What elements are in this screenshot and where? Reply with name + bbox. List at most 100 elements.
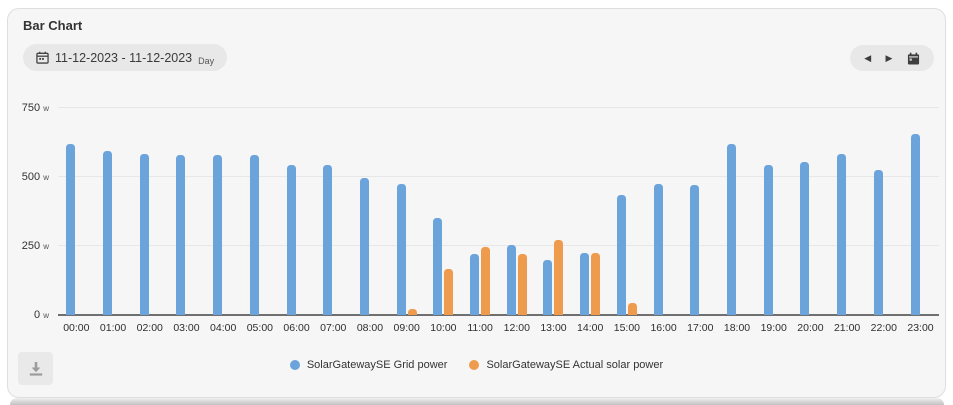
solar-power-dot-icon [469,360,480,370]
gridline [58,107,939,108]
bar-grid-power-09:00 [396,183,406,315]
x-axis-tick-label: 00:00 [63,322,90,334]
x-axis-line [58,314,939,316]
bar-group-05:00: 05:00 [242,108,279,334]
calendar-toggle-button[interactable] [907,52,920,65]
bar-group-15:00: 15:00 [609,108,646,334]
bar-group-13:00: 13:00 [535,108,572,334]
y-axis-tick-label: 250 w [21,240,49,253]
bar-grid-power-18:00 [727,143,736,315]
bar-group-02:00: 02:00 [131,108,168,334]
prev-day-button[interactable]: ◀ [864,52,872,63]
legend-label: SolarGatewaySE Grid power [306,359,448,371]
bar-grid-power-07:00 [323,164,333,315]
x-axis-tick-label: 12:00 [503,322,530,334]
bar-grid-power-22:00 [873,170,883,315]
chevron-right-icon: ▶ [885,52,893,63]
y-axis-tick-label: 500 w [21,171,49,184]
date-nav: ◀ ▶ [850,45,934,71]
bar-group-23:00: 23:00 [902,108,939,334]
bar-group-00:00: 00:00 [58,108,95,334]
date-range-label: 11-12-2023 - 11-12-2023 [55,50,193,65]
bar-chart-card: Bar Chart 11-12-2023 - 11-12-2023 Day ◀ [7,8,946,398]
bar-group-16:00: 16:00 [645,108,682,334]
x-axis-tick-label: 03:00 [173,322,200,334]
x-axis-tick-label: 05:00 [246,322,273,334]
chart-legend: SolarGatewaySE Grid power SolarGatewaySE… [8,359,945,371]
bar-group-18:00: 18:00 [719,108,756,334]
bar-grid-power-11:00 [470,254,480,315]
date-range-picker[interactable]: 11-12-2023 - 11-12-2023 Day [23,44,228,71]
bar-group-19:00: 19:00 [755,108,792,334]
bar-grid-power-03:00 [176,154,186,315]
plot-area: 0 w 250 w 500 w 750 w 00:00 01:00 02:00 03:00 04… [22,102,939,334]
bar-group-22:00: 22:00 [865,108,902,334]
x-axis-tick-label: 06:00 [283,322,310,334]
bar-grid-power-00:00 [66,143,76,315]
bar-grid-power-23:00 [910,134,920,315]
x-axis-tick-label: 15:00 [613,322,641,334]
y-axis-tick-label: 0 w [34,309,49,321]
x-axis-tick-label: 22:00 [870,322,897,334]
bar-grid-power-05:00 [249,154,259,315]
x-axis-tick-label: 13:00 [540,322,567,334]
bar-grid-power-13:00 [543,259,553,315]
bar-group-07:00: 07:00 [315,108,352,334]
bar-grid-power-10:00 [433,218,443,315]
x-axis-tick-label: 18:00 [723,322,751,334]
next-section-edge [10,398,944,405]
bar-group-04:00: 04:00 [205,108,242,334]
granularity-label: Day [198,56,215,66]
bar-grid-power-02:00 [139,153,149,315]
download-icon [27,360,45,377]
y-axis-tick-label: 750 w [21,102,49,114]
legend-item-actual-solar-power[interactable]: SolarGatewaySE Actual solar power [469,359,663,371]
bar-grid-power-16:00 [653,183,663,315]
page-title: Bar Chart [23,18,83,33]
x-axis-tick-label: 17:00 [687,322,714,334]
next-day-button[interactable]: ▶ [885,52,893,63]
bar-solar-power-12:00 [517,254,527,315]
bar-grid-power-04:00 [213,154,223,315]
bar-solar-power-14:00 [591,252,601,315]
x-axis-tick-label: 02:00 [136,322,163,334]
legend-item-grid-power[interactable]: SolarGatewaySE Grid power [289,359,448,371]
x-axis-tick-label: 07:00 [320,322,347,334]
bar-group-06:00: 06:00 [278,108,315,334]
bar-group-21:00: 21:00 [829,108,866,334]
bar-group-03:00: 03:00 [168,108,205,334]
bar-grid-power-08:00 [359,178,369,315]
bar-group-17:00: 17:00 [682,108,719,334]
bar-solar-power-13:00 [554,240,564,315]
x-axis-tick-label: 16:00 [650,322,677,334]
bar-solar-power-15:00 [627,302,637,315]
chevron-left-icon: ◀ [864,52,872,63]
x-axis-tick-label: 21:00 [833,322,861,334]
x-axis-tick-label: 08:00 [356,322,384,334]
x-axis-tick-label: 14:00 [577,322,604,334]
bar-group-20:00: 20:00 [792,108,829,334]
bar-group-01:00: 01:00 [95,108,132,334]
x-axis-tick-label: 23:00 [907,322,934,334]
calendar-icon [36,51,49,64]
x-axis-tick-label: 11:00 [467,322,493,334]
bar-groups: 00:00 01:00 02:00 03:00 04:00 05:00 06:00 07:00… [58,108,939,334]
bar-grid-power-12:00 [506,244,516,315]
bar-grid-power-21:00 [837,153,847,315]
bar-grid-power-06:00 [286,164,296,315]
grid-power-dot-icon [289,360,300,370]
bar-grid-power-20:00 [800,161,810,315]
calendar-solid-icon [907,52,920,65]
bar-grid-power-14:00 [580,252,590,315]
x-axis-tick-label: 09:00 [393,322,420,334]
gridline [58,176,939,178]
x-axis-tick-label: 19:00 [760,322,787,334]
bar-grid-power-01:00 [103,150,113,315]
bar-solar-power-10:00 [444,269,454,315]
x-axis-tick-label: 10:00 [430,322,457,334]
x-axis-tick-label: 01:00 [99,322,127,334]
gridline [58,245,939,247]
bar-grid-power-15:00 [616,194,626,315]
bar-group-09:00: 09:00 [388,108,425,334]
download-chart-button[interactable] [18,352,53,385]
